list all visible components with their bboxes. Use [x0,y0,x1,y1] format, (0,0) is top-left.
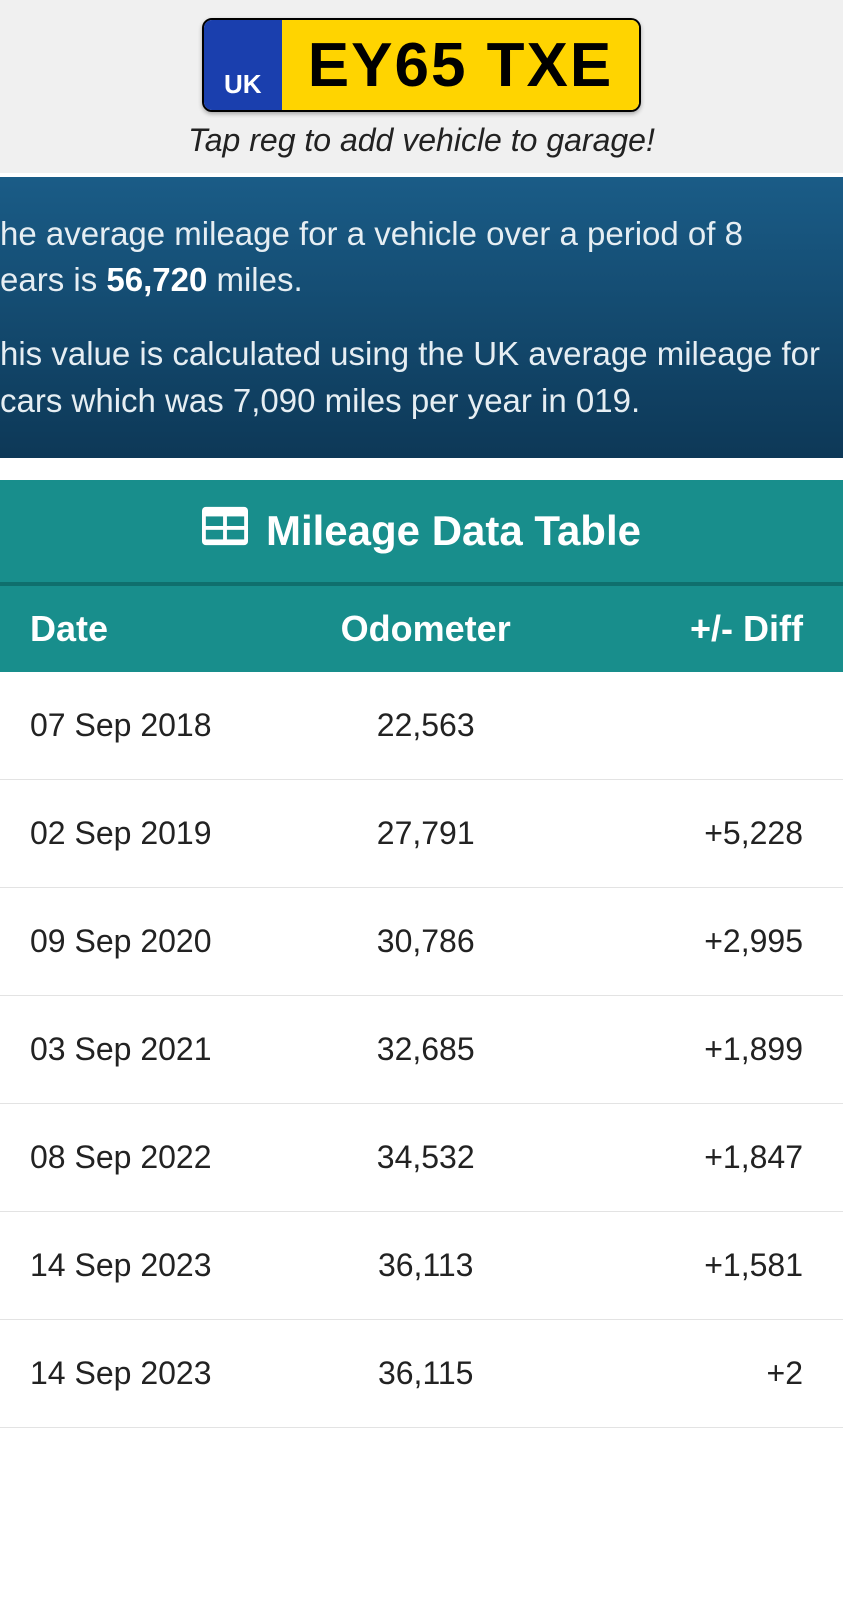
table-row: 14 Sep 202336,115+2 [0,1320,843,1428]
mileage-table-title-text: Mileage Data Table [266,507,641,555]
plate-registration: EY65 TXE [282,20,639,110]
table-row: 14 Sep 202336,113+1,581 [0,1212,843,1320]
table-row: 02 Sep 201927,791+5,228 [0,780,843,888]
cell-diff: +2 [565,1355,843,1392]
cell-date: 02 Sep 2019 [0,815,287,852]
cell-diff [565,707,843,744]
table-row: 08 Sep 202234,532+1,847 [0,1104,843,1212]
cell-date: 14 Sep 2023 [0,1247,287,1284]
cell-odometer: 34,532 [287,1139,565,1176]
info-line1-c: miles. [207,261,302,298]
info-line2: his value is calculated using the UK ave… [0,331,833,423]
info-avg-miles: 56,720 [106,261,207,298]
mileage-table-title: Mileage Data Table [0,480,843,586]
cell-odometer: 36,113 [287,1247,565,1284]
header-area: UK EY65 TXE Tap reg to add vehicle to ga… [0,0,843,173]
table-row: 09 Sep 202030,786+2,995 [0,888,843,996]
col-header-date: Date [0,608,287,650]
cell-date: 14 Sep 2023 [0,1355,287,1392]
plate-country: UK [204,20,282,110]
table-header-row: Date Odometer +/- Diff [0,586,843,672]
cell-odometer: 30,786 [287,923,565,960]
cell-odometer: 22,563 [287,707,565,744]
registration-plate[interactable]: UK EY65 TXE [202,18,641,112]
cell-diff: +5,228 [565,815,843,852]
info-line1-a: he average mileage for a vehicle over a … [0,215,743,252]
mileage-table-body: 07 Sep 201822,56302 Sep 201927,791+5,228… [0,672,843,1428]
table-icon [202,506,248,556]
add-to-garage-hint: Tap reg to add vehicle to garage! [0,122,843,159]
average-mileage-info: he average mileage for a vehicle over a … [0,177,843,458]
cell-odometer: 27,791 [287,815,565,852]
cell-diff: +1,899 [565,1031,843,1068]
cell-date: 08 Sep 2022 [0,1139,287,1176]
cell-diff: +1,581 [565,1247,843,1284]
cell-date: 09 Sep 2020 [0,923,287,960]
col-header-odometer: Odometer [287,608,565,650]
cell-date: 07 Sep 2018 [0,707,287,744]
cell-odometer: 36,115 [287,1355,565,1392]
info-line1-b: ears is [0,261,106,298]
cell-diff: +1,847 [565,1139,843,1176]
cell-date: 03 Sep 2021 [0,1031,287,1068]
cell-odometer: 32,685 [287,1031,565,1068]
table-row: 07 Sep 201822,563 [0,672,843,780]
cell-diff: +2,995 [565,923,843,960]
col-header-diff: +/- Diff [565,608,843,650]
table-row: 03 Sep 202132,685+1,899 [0,996,843,1104]
